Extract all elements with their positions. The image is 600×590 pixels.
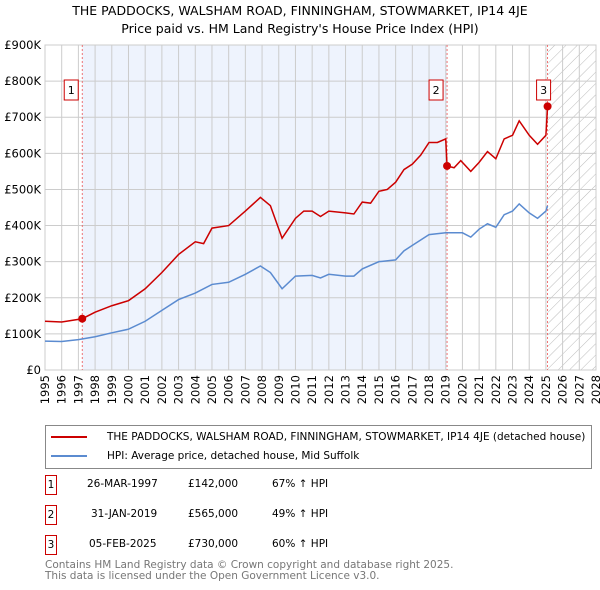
x-tick-label: 2010	[288, 375, 302, 404]
marker-badge: 2	[45, 505, 57, 525]
x-tick-label: 2025	[539, 375, 553, 404]
x-tick-label: 2024	[522, 375, 536, 404]
x-tick-label: 2026	[556, 375, 570, 404]
sale-label-box	[536, 79, 552, 101]
x-tick-label: 2018	[422, 375, 436, 404]
legend-hpi: HPI: Average price, detached house, Mid …	[107, 450, 360, 462]
x-tick-label: 2007	[238, 375, 252, 404]
price: £730,000	[188, 538, 239, 550]
legend-swatch-property	[51, 436, 87, 438]
x-tick-label: 1997	[71, 375, 85, 404]
x-tick-label: 2019	[439, 375, 453, 404]
hpi-line	[44, 202, 549, 343]
sale-label: 2	[433, 84, 440, 97]
sale-label-box	[63, 79, 79, 101]
sale-label: 3	[540, 84, 547, 97]
x-tick-label: 2003	[172, 375, 186, 404]
y-tick-label: £300K	[4, 255, 41, 269]
footer-copyright: Contains HM Land Registry data © Crown c…	[45, 559, 454, 571]
price: £142,000	[188, 478, 239, 490]
sale-point	[543, 102, 552, 111]
x-tick-label: 1995	[38, 375, 52, 404]
x-tick-label: 2011	[305, 375, 319, 404]
chart-title: THE PADDOCKS, WALSHAM ROAD, FINNINGHAM, …	[72, 3, 528, 18]
x-tick-label: 1998	[88, 375, 102, 404]
date: 05-FEB-2025	[89, 538, 157, 550]
date: 31-JAN-2019	[91, 508, 158, 520]
hpi-change: 60% ↑ HPI	[272, 538, 329, 550]
y-tick-label: £900K	[4, 38, 41, 52]
x-tick-label: 2008	[255, 375, 269, 404]
sale-label: 1	[68, 84, 75, 97]
x-tick-label: 1999	[105, 375, 119, 404]
chart-subtitle: Price paid vs. HM Land Registry's House …	[121, 21, 479, 36]
y-tick-label: £800K	[4, 74, 41, 88]
hpi-change: 49% ↑ HPI	[272, 508, 329, 520]
x-tick-label: 2006	[222, 375, 236, 404]
y-tick-label: £600K	[4, 146, 41, 160]
marker-badge: 1	[45, 475, 57, 495]
x-tick-label: 2000	[121, 375, 135, 404]
sale-point	[78, 314, 87, 323]
y-tick-label: £400K	[4, 219, 41, 233]
x-tick-label: 2005	[205, 375, 219, 404]
legend-swatch-hpi	[51, 455, 87, 457]
x-tick-label: 2013	[339, 375, 353, 404]
date: 26-MAR-1997	[87, 478, 158, 490]
price-chart: 1995 1996 1997 1998 1999 2000 2001 2002 2003 2004…	[4, 38, 600, 404]
legend-property: THE PADDOCKS, WALSHAM ROAD, FINNINGHAM, …	[107, 431, 586, 443]
y-tick-label: £500K	[4, 182, 41, 196]
plot-frame	[44, 44, 597, 371]
x-tick-label: 1996	[55, 375, 69, 404]
x-tick-label: 2021	[472, 375, 486, 404]
y-tick-label: £200K	[4, 291, 41, 305]
x-tick-label: 2001	[138, 375, 152, 404]
y-tick-label: £700K	[4, 110, 41, 124]
x-tick-label: 2009	[272, 375, 286, 404]
sale-label-box	[428, 79, 444, 101]
x-tick-label: 2017	[405, 375, 419, 404]
property-price-line	[44, 106, 549, 323]
y-tick-label: £100K	[4, 327, 41, 341]
ownership-shade	[82, 45, 448, 370]
legend: THE PADDOCKS, WALSHAM ROAD, FINNINGHAM, …	[45, 425, 592, 469]
x-tick-label: 2014	[355, 375, 369, 404]
x-tick-label: 2012	[322, 375, 336, 404]
x-tick-label: 2020	[455, 375, 469, 404]
x-tick-label: 2015	[372, 375, 386, 404]
x-tick-label: 2022	[489, 375, 503, 404]
x-tick-label: 2002	[155, 375, 169, 404]
future-hatch	[547, 45, 596, 370]
footer-licence: This data is licensed under the Open Gov…	[45, 570, 380, 582]
y-tick-label: £0	[26, 363, 41, 377]
sale-point	[443, 161, 452, 170]
price: £565,000	[188, 508, 239, 520]
x-tick-label: 2004	[188, 375, 202, 404]
x-tick-label: 2016	[389, 375, 403, 404]
x-tick-label: 2023	[506, 375, 520, 404]
marker-badge: 3	[45, 535, 57, 555]
x-tick-label: 2028	[589, 375, 600, 404]
hpi-change: 67% ↑ HPI	[272, 478, 329, 490]
x-tick-label: 2027	[572, 375, 586, 404]
